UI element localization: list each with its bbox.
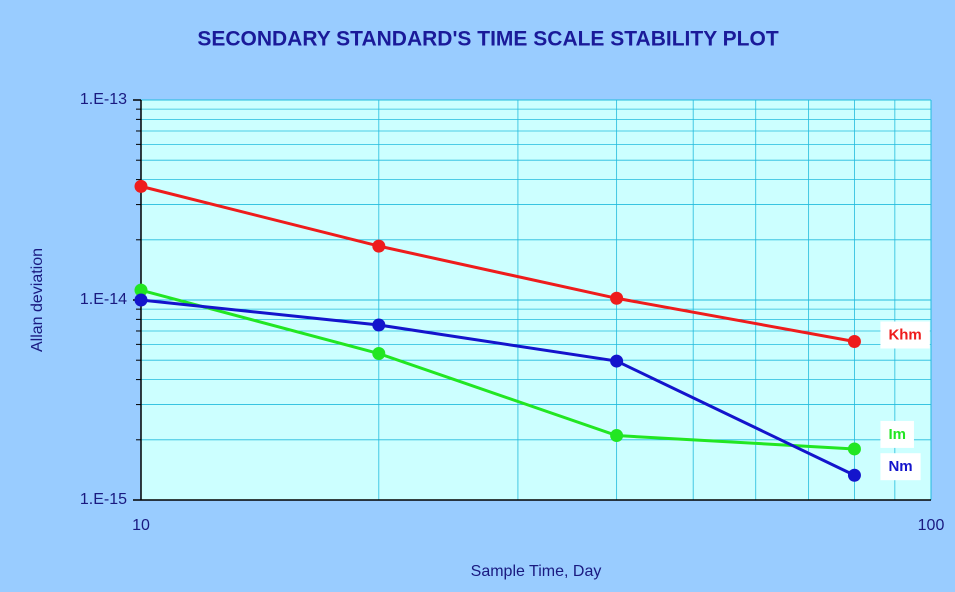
series-line — [140, 184, 855, 343]
marker — [847, 468, 861, 482]
y-axis-label: Allan deviation — [29, 248, 46, 352]
marker — [372, 318, 386, 332]
x-axis-label: Sample Time, Day — [471, 563, 602, 580]
series-label: Khm — [880, 321, 930, 349]
chart-title: SECONDARY STANDARD'S TIME SCALE STABILIT… — [197, 28, 779, 51]
series-label: Nm — [880, 453, 921, 481]
marker — [847, 335, 861, 349]
marker — [847, 442, 861, 456]
marker — [372, 347, 386, 361]
series-label-text: Im — [888, 426, 906, 443]
marker — [610, 429, 624, 443]
y-tick-label: 1.E-14 — [80, 291, 127, 308]
x-tick-label: 10 — [132, 517, 150, 534]
y-tick-label: 1.E-13 — [80, 91, 127, 108]
series-label-box — [880, 420, 914, 448]
series-label-box — [880, 453, 921, 481]
marker — [134, 179, 148, 193]
marker — [134, 283, 148, 297]
series-label: Im — [880, 420, 914, 448]
y-tick-label: 1.E-15 — [80, 491, 127, 508]
marker — [134, 293, 148, 307]
marker — [610, 354, 624, 368]
series-line — [140, 298, 856, 477]
series-line — [140, 288, 855, 451]
series-label-box — [880, 321, 930, 349]
marker — [610, 291, 624, 305]
x-tick-label: 100 — [918, 517, 945, 534]
series-label-text: Nm — [888, 458, 912, 475]
series-label-text: Khm — [888, 326, 921, 343]
marker — [372, 239, 386, 253]
